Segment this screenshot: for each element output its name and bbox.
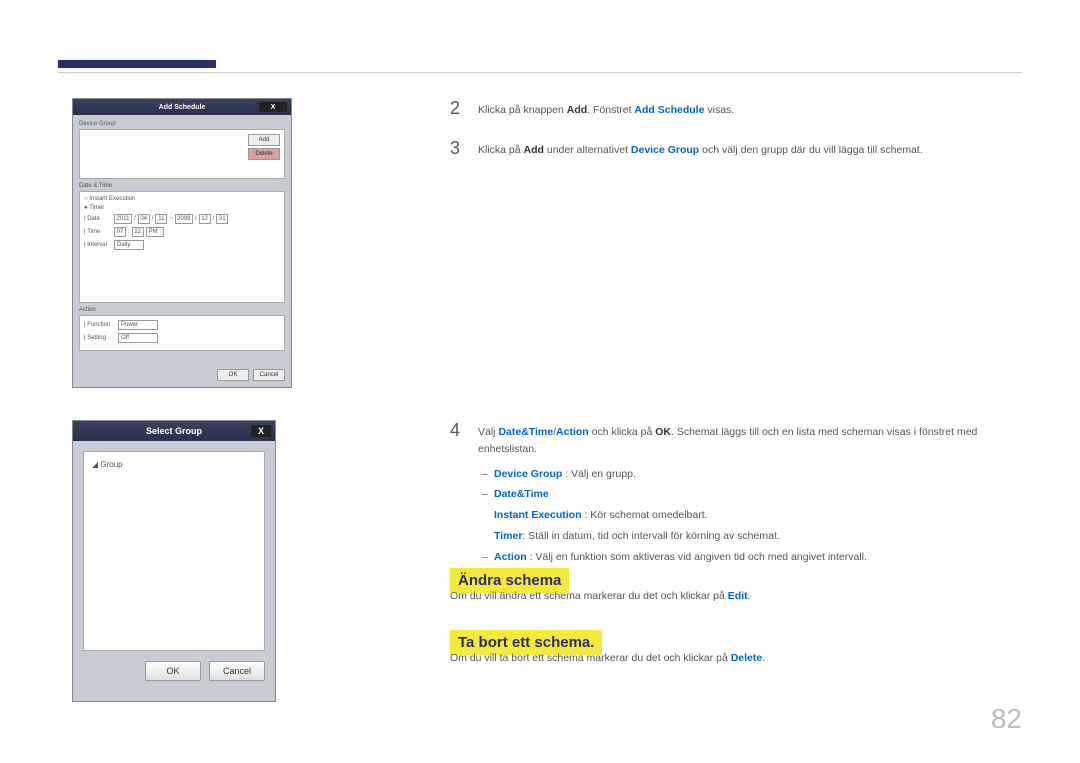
interval-select[interactable]: Daily [114,240,144,250]
datetime-label: Date & Time [79,183,285,189]
function-select[interactable]: Power [118,320,158,330]
time-ampm[interactable]: PM [146,227,164,237]
ok-button[interactable]: OK [145,661,201,681]
select-group-screenshot: Select Group X ◢ Group OK Cancel [72,420,276,702]
action-label: Action [79,307,285,313]
device-group-panel: Add Delete [79,129,285,179]
dialog-title: Select Group X [73,421,275,441]
step-2: 2 Klicka på knappen Add. Fönstret Add Sc… [450,98,1022,119]
interval-label: | Interval [84,242,112,248]
time-label: | Time [84,229,112,235]
time-hour[interactable]: 07 [114,227,126,237]
group-list-panel: ◢ Group [83,451,265,651]
add-schedule-screenshot: Add Schedule X Device Group Add Delete D… [72,98,292,388]
cancel-button[interactable]: Cancel [209,661,265,681]
date-label: | Date [84,216,112,222]
list-item: Device Group : Välj en grupp. [478,466,1022,483]
dialog-title-text: Select Group [146,426,202,436]
action-panel: | Function Power | Setting Off [79,315,285,351]
date-month-2[interactable]: 12 [199,214,211,224]
time-min[interactable]: 22 [132,227,144,237]
list-item: Instant Execution : Kör schemat omedelba… [478,507,1022,524]
delete-button[interactable]: Delete [248,148,280,160]
page-number: 82 [991,703,1022,735]
close-button[interactable]: X [259,102,287,112]
header-mark [58,60,216,68]
interval-row: | Interval Daily [84,240,280,250]
step-number: 3 [450,138,464,159]
ta-bort-schema-text: Om du vill ta bort ett schema markerar d… [450,650,1022,667]
step-number: 2 [450,98,464,119]
time-row: | Time 07: 22 PM [84,227,280,237]
dialog-title: Add Schedule X [73,99,291,115]
header-divider [58,72,1022,73]
date-year-2[interactable]: 2099 [175,214,193,224]
device-group-label: Device Group [79,121,285,127]
date-row: | Date 2011/ 04/ 11 ~ 2099/ 12/ 31 [84,214,280,224]
dialog-title-text: Add Schedule [159,104,206,111]
timer-radio[interactable]: ● Timer [84,205,280,211]
device-group-list [80,130,244,178]
setting-label: | Setting [84,335,116,341]
datetime-panel: ○ Instant Execution ● Timer | Date 2011/… [79,191,285,303]
step-text: Välj Date&Time/Action och klicka på OK. … [478,420,1022,570]
step-4: 4 Välj Date&Time/Action och klicka på OK… [450,420,1022,570]
list-item: Timer: Ställ in datum, tid och intervall… [478,528,1022,545]
group-tree-item[interactable]: ◢ Group [92,460,256,469]
date-month-1[interactable]: 04 [138,214,150,224]
close-button[interactable]: X [251,425,271,437]
date-day-2[interactable]: 31 [216,214,228,224]
function-label: | Function [84,322,116,328]
ok-button[interactable]: OK [217,369,249,381]
date-day-1[interactable]: 11 [155,214,167,224]
step-text: Klicka på Add under alternativet Device … [478,138,923,159]
list-item: Date&Time [478,486,1022,503]
step-number: 4 [450,420,464,441]
instant-execution-radio[interactable]: ○ Instant Execution [84,196,280,202]
date-year-1[interactable]: 2011 [114,214,132,224]
setting-select[interactable]: Off [118,333,158,343]
andra-schema-text: Om du vill ändra ett schema markerar du … [450,588,1022,605]
step-text: Klicka på knappen Add. Fönstret Add Sche… [478,98,734,119]
step-3: 3 Klicka på Add under alternativet Devic… [450,138,1022,159]
cancel-button[interactable]: Cancel [253,369,285,381]
add-button[interactable]: Add [248,134,280,146]
